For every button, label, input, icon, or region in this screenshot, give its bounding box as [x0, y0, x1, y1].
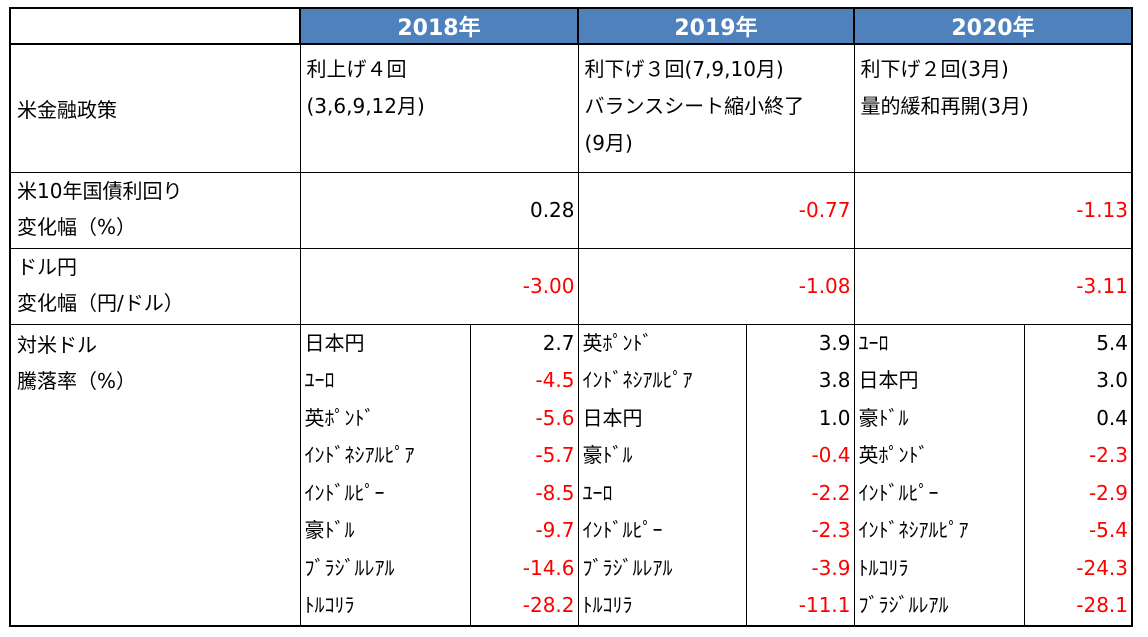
- header-2018: 2018年: [299, 7, 579, 45]
- yield-label-line1: 米10年国債利回り: [17, 178, 183, 203]
- yield-label-line2: 変化幅（%）: [17, 214, 137, 239]
- policy-2018-line2: (3,6,9,12月): [306, 94, 425, 118]
- currency-name: 豪ﾄﾞﾙ: [304, 518, 355, 542]
- policy-2020: 利下げ２回(3月) 量的緩和再開(3月): [853, 43, 1133, 173]
- market-summary-table-wrapper: 2018年 2019年 2020年 米金融政策 利上げ４回 (3,6,9,12月…: [9, 7, 1133, 627]
- currency-name: 日本円: [858, 368, 919, 392]
- currency-change-value: -3.9: [811, 555, 851, 580]
- currency-change-value: 3.0: [1096, 368, 1128, 392]
- currency-change-value: -5.4: [1088, 518, 1128, 542]
- currency-name: 英ﾎﾟﾝﾄﾞ: [582, 330, 653, 355]
- currency-name: 豪ﾄﾞﾙ: [582, 443, 633, 467]
- currency-name: ﾌﾞﾗｼﾞﾙﾚｱﾙ: [582, 555, 673, 580]
- policy-2018-line1: 利上げ４回: [306, 57, 407, 81]
- fx-2020-names: ﾕｰﾛ 日本円豪ﾄﾞﾙ 英ﾎﾟﾝﾄﾞ ｲﾝﾄﾞﾙﾋﾟｰ ｲﾝﾄﾞﾈｼｱﾙﾋﾟｱ ﾄﾙｺﾘﾗ…: [853, 323, 1025, 626]
- policy-2019-line3: (9月): [584, 131, 633, 155]
- currency-change-value: -9.7: [535, 518, 575, 542]
- currency-change-value: 5.4: [1096, 330, 1128, 355]
- fx-label-line2: 騰落率（%）: [17, 368, 137, 393]
- header-2019: 2019年: [577, 7, 855, 45]
- yield-2018: 0.28: [299, 171, 579, 249]
- policy-2019-line2: バランスシート縮小終了: [584, 94, 805, 118]
- usdjpy-label-line2: 変化幅（円/ドル）: [17, 290, 184, 315]
- currency-change-value: -14.6: [522, 555, 575, 580]
- fx-2019-names: 英ﾎﾟﾝﾄﾞ ｲﾝﾄﾞﾈｼｱﾙﾋﾟｱ 日本円豪ﾄﾞﾙ ﾕｰﾛ ｲﾝﾄﾞﾙﾋﾟｰ ﾌﾞﾗｼﾞ…: [577, 323, 747, 626]
- currency-name: ｲﾝﾄﾞﾈｼｱﾙﾋﾟｱ: [582, 368, 693, 392]
- policy-2019-line1: 利下げ３回(7,9,10月): [584, 57, 784, 81]
- currency-name: 英ﾎﾟﾝﾄﾞ: [858, 443, 929, 467]
- currency-change-value: -28.2: [522, 593, 575, 617]
- fx-2020-values: 5.4 3.0 0.4 -2.3 -2.9 -5.4 -24.3 -28.1: [1023, 323, 1133, 626]
- currency-change-value: -0.4: [811, 443, 851, 467]
- currency-name: 日本円: [582, 405, 643, 430]
- currency-change-value: -2.3: [811, 518, 851, 542]
- policy-2018: 利上げ４回 (3,6,9,12月): [299, 43, 579, 173]
- currency-name: ﾄﾙｺﾘﾗ: [858, 555, 909, 580]
- currency-change-value: -5.7: [535, 443, 575, 467]
- policy-2020-line1: 利下げ２回(3月): [860, 57, 1009, 81]
- usdjpy-2019: -1.08: [577, 247, 855, 325]
- currency-change-value: -2.9: [1088, 480, 1128, 505]
- currency-change-value: -5.6: [535, 405, 575, 430]
- policy-2020-line2: 量的緩和再開(3月): [860, 94, 1029, 118]
- fx-row: 対米ドル 騰落率（%） 日本円 ﾕｰﾛ 英ﾎﾟﾝﾄﾞ ｲﾝﾄﾞﾈｼｱﾙﾋﾟｱ ｲﾝﾄﾞﾙ…: [9, 323, 1133, 626]
- currency-name: ｲﾝﾄﾞﾙﾋﾟｰ: [858, 480, 939, 505]
- yield-2020: -1.13: [853, 171, 1133, 249]
- currency-name: ﾌﾞﾗｼﾞﾙﾚｱﾙ: [858, 593, 949, 617]
- usdjpy-2018: -3.00: [299, 247, 579, 325]
- usdjpy-row: ドル円 変化幅（円/ドル） -3.00 -1.08 -3.11: [9, 247, 1133, 325]
- currency-change-value: 2.7: [542, 330, 575, 355]
- currency-change-value: -2.2: [811, 480, 851, 505]
- market-summary-table: 2018年 2019年 2020年 米金融政策 利上げ４回 (3,6,9,12月…: [9, 7, 1133, 627]
- header-row: 2018年 2019年 2020年: [9, 7, 1133, 45]
- currency-name: ｲﾝﾄﾞﾙﾋﾟｰ: [304, 480, 385, 505]
- currency-name: ﾄﾙｺﾘﾗ: [582, 593, 633, 617]
- header-blank-cell: [9, 7, 301, 45]
- currency-name: ｲﾝﾄﾞﾈｼｱﾙﾋﾟｱ: [304, 443, 415, 467]
- currency-change-value: 1.0: [818, 405, 851, 430]
- currency-name: 豪ﾄﾞﾙ: [858, 405, 909, 430]
- fx-label-line1: 対米ドル: [17, 332, 97, 357]
- usdjpy-label-line1: ドル円: [17, 254, 77, 279]
- currency-name: 英ﾎﾟﾝﾄﾞ: [304, 405, 375, 430]
- currency-change-value: -11.1: [798, 593, 851, 617]
- currency-change-value: -4.5: [535, 368, 575, 392]
- yield-2019: -0.77: [577, 171, 855, 249]
- fx-2018-names: 日本円 ﾕｰﾛ 英ﾎﾟﾝﾄﾞ ｲﾝﾄﾞﾈｼｱﾙﾋﾟｱ ｲﾝﾄﾞﾙﾋﾟｰ 豪ﾄﾞﾙ ﾌﾞﾗｼﾞ…: [299, 323, 471, 626]
- currency-name: 日本円: [304, 330, 365, 355]
- currency-name: ﾕｰﾛ: [858, 330, 889, 355]
- currency-name: ﾕｰﾛ: [304, 368, 335, 392]
- currency-name: ｲﾝﾄﾞﾙﾋﾟｰ: [582, 518, 663, 542]
- currency-name: ﾌﾞﾗｼﾞﾙﾚｱﾙ: [304, 555, 395, 580]
- currency-change-value: 3.8: [818, 368, 851, 392]
- currency-change-value: 3.9: [818, 330, 851, 355]
- yield-label: 米10年国債利回り 変化幅（%）: [9, 171, 301, 249]
- currency-change-value: -2.3: [1088, 443, 1128, 467]
- policy-label: 米金融政策: [9, 43, 301, 173]
- fx-2019-values: 3.9 3.8 1.0 -0.4 -2.2 -2.3 -3.9 -11.1: [745, 323, 855, 626]
- policy-row: 米金融政策 利上げ４回 (3,6,9,12月) 利下げ３回(7,9,10月) バ…: [9, 43, 1133, 173]
- header-2020: 2020年: [853, 7, 1133, 45]
- currency-change-value: -24.3: [1076, 555, 1128, 580]
- currency-name: ﾄﾙｺﾘﾗ: [304, 593, 355, 617]
- yield-row: 米10年国債利回り 変化幅（%） 0.28 -0.77 -1.13: [9, 171, 1133, 249]
- usdjpy-2020: -3.11: [853, 247, 1133, 325]
- currency-change-value: 0.4: [1096, 405, 1128, 430]
- currency-name: ｲﾝﾄﾞﾈｼｱﾙﾋﾟｱ: [858, 518, 969, 542]
- policy-2019: 利下げ３回(7,9,10月) バランスシート縮小終了 (9月): [577, 43, 855, 173]
- currency-change-value: -8.5: [535, 480, 575, 505]
- fx-2018-values: 2.7 -4.5 -5.6 -5.7 -8.5 -9.7 -14.6 -28.2: [469, 323, 579, 626]
- currency-name: ﾕｰﾛ: [582, 480, 613, 505]
- fx-label: 対米ドル 騰落率（%）: [9, 323, 301, 626]
- usdjpy-label: ドル円 変化幅（円/ドル）: [9, 247, 301, 325]
- currency-change-value: -28.1: [1076, 593, 1128, 617]
